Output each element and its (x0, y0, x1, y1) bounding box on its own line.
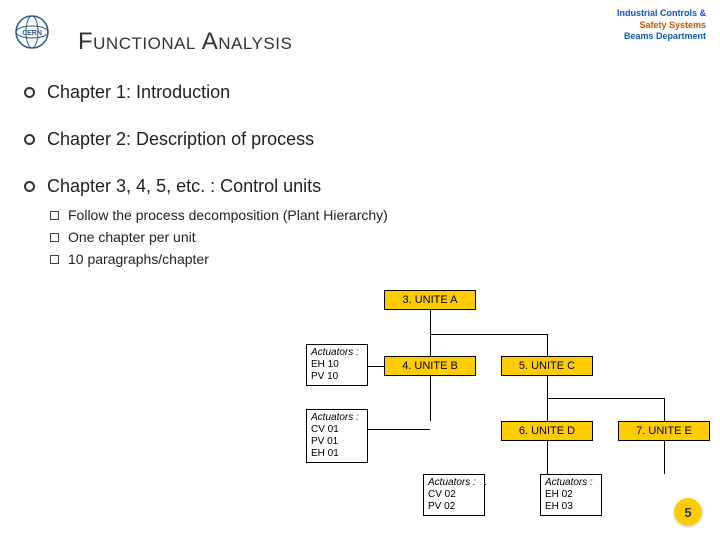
actuator-box-2: Actuators :CV 01PV 01EH 01 (306, 409, 368, 463)
page-number-badge: 5 (674, 498, 702, 526)
chapter-2-bullet: Chapter 2: Description of process (24, 129, 664, 150)
header-line3: Beams Department (617, 31, 706, 43)
unit-box-c: 5. UNITE C (501, 356, 593, 376)
hierarchy-diagram: 3. UNITE A 4. UNITE B 5. UNITE C 6. UNITE D… (306, 290, 686, 510)
sub-item-text: 10 paragraphs/chapter (68, 251, 209, 267)
connector-line (547, 398, 665, 399)
connector-line (368, 429, 430, 430)
sub-marker-icon (50, 255, 59, 264)
unit-box-e: 7. UNITE E (618, 421, 710, 441)
actuator-box-3: Actuators :CV 02PV 02 (423, 474, 485, 516)
connector-line (664, 398, 665, 421)
connector-line (664, 441, 665, 474)
unit-box-d: 6. UNITE D (501, 421, 593, 441)
connector-line (485, 484, 486, 485)
bullet-marker-icon (24, 134, 35, 145)
chapter-2-text: Chapter 2: Description of process (47, 129, 314, 150)
chapter-1-text: Chapter 1: Introduction (47, 82, 230, 103)
sub-item: One chapter per unit (50, 229, 664, 245)
connector-line (430, 334, 548, 335)
header-line1: Industrial Controls & (617, 8, 706, 20)
connector-line (430, 376, 431, 421)
header-line2: Safety Systems (617, 20, 706, 32)
unit-box-a: 3. UNITE A (384, 290, 476, 310)
actuator-box-4: Actuators :EH 02EH 03 (540, 474, 602, 516)
chapter-3-sublist: Follow the process decomposition (Plant … (50, 207, 664, 267)
sub-item: Follow the process decomposition (Plant … (50, 207, 664, 223)
cern-logo: CERN (12, 12, 52, 52)
connector-line (430, 310, 431, 356)
sub-item-text: Follow the process decomposition (Plant … (68, 207, 388, 223)
chapter-1-bullet: Chapter 1: Introduction (24, 82, 664, 103)
connector-line (368, 366, 384, 367)
chapter-3-bullet: Chapter 3, 4, 5, etc. : Control units Fo… (24, 176, 664, 267)
sub-item: 10 paragraphs/chapter (50, 251, 664, 267)
sub-marker-icon (50, 233, 59, 242)
svg-text:CERN: CERN (22, 30, 42, 37)
bullet-list: Chapter 1: Introduction Chapter 2: Descr… (24, 82, 664, 273)
department-header: Industrial Controls & Safety Systems Bea… (617, 8, 706, 43)
bullet-marker-icon (24, 181, 35, 192)
chapter-3-text: Chapter 3, 4, 5, etc. : Control units (47, 176, 321, 197)
connector-line (547, 441, 548, 474)
sub-item-text: One chapter per unit (68, 229, 196, 245)
slide-title: Functional Analysis (78, 28, 292, 56)
actuator-box-1: Actuators :EH 10PV 10 (306, 344, 368, 386)
sub-marker-icon (50, 211, 59, 220)
bullet-marker-icon (24, 87, 35, 98)
unit-box-b: 4. UNITE B (384, 356, 476, 376)
page-number: 5 (684, 505, 691, 520)
connector-line (547, 334, 548, 356)
